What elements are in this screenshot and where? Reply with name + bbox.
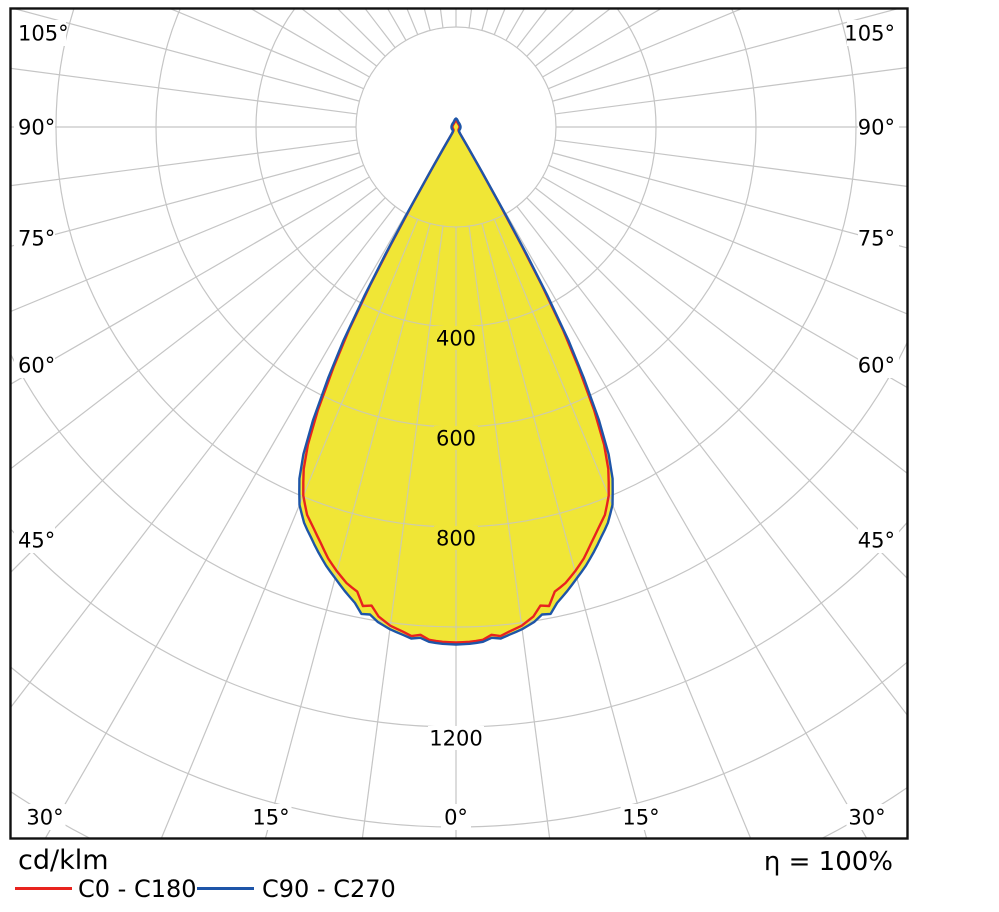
legend-label-c90-c270: C90 - C270	[262, 875, 396, 903]
svg-text:400: 400	[436, 327, 476, 351]
legend: C0 - C180 C90 - C270	[0, 874, 999, 904]
units-label: cd/klm	[18, 845, 109, 876]
svg-text:30°: 30°	[26, 806, 63, 830]
svg-text:15°: 15°	[622, 806, 659, 830]
svg-text:60°: 60°	[858, 354, 895, 378]
svg-text:90°: 90°	[858, 116, 895, 140]
curve-c90-c270	[298, 117, 614, 646]
svg-text:75°: 75°	[18, 227, 55, 251]
svg-text:75°: 75°	[858, 227, 895, 251]
svg-text:1200: 1200	[429, 727, 482, 751]
svg-text:60°: 60°	[18, 354, 55, 378]
svg-text:600: 600	[436, 427, 476, 451]
radial-value-labels: 400 600 800 1200	[428, 326, 484, 751]
svg-text:800: 800	[436, 527, 476, 551]
svg-text:105°: 105°	[18, 22, 69, 46]
svg-text:15°: 15°	[252, 806, 289, 830]
angle-labels: 105° 90° 75° 60° 45° 105° 90° 75° 60° 45° 30° 15° 0°…	[14, 20, 899, 830]
svg-text:0°: 0°	[444, 806, 468, 830]
svg-text:90°: 90°	[18, 116, 55, 140]
c90-c270-line-swatch	[197, 887, 254, 890]
plot-border	[9, 7, 909, 840]
c0-c180-line-swatch	[15, 887, 72, 890]
legend-label-c0-c180: C0 - C180	[78, 875, 197, 903]
svg-text:30°: 30°	[848, 806, 885, 830]
svg-text:45°: 45°	[18, 529, 55, 553]
svg-text:45°: 45°	[858, 529, 895, 553]
efficiency-label: η = 100%	[763, 847, 893, 877]
svg-text:105°: 105°	[844, 22, 895, 46]
